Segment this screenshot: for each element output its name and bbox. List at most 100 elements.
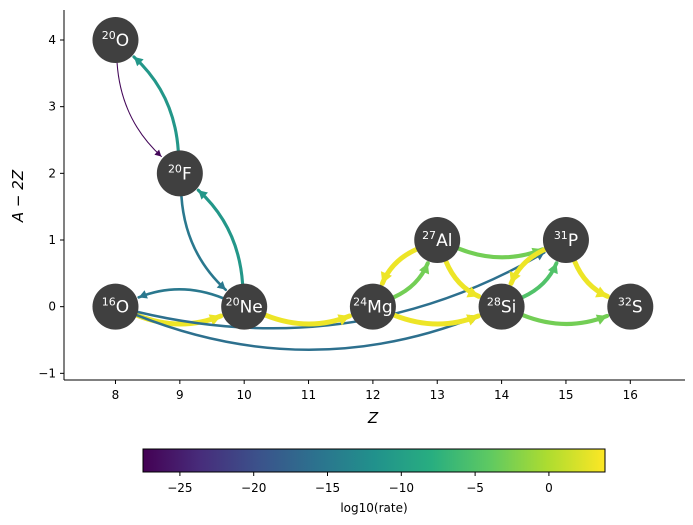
nuclide-circle <box>607 283 654 330</box>
nuclide-mass-number: 24 <box>353 296 367 309</box>
nuclide-node-al27: 27Al <box>414 217 461 263</box>
reaction-arrowhead <box>138 290 148 299</box>
nuclide-label: 20F <box>168 162 192 184</box>
nuclide-label: 31P <box>554 229 578 251</box>
x-tick-label: 15 <box>558 388 573 402</box>
nuclide-mass-number: 20 <box>102 29 116 42</box>
reaction-link <box>263 312 353 327</box>
colorbar-tick-label: −25 <box>167 481 192 495</box>
nuclide-element-symbol: O <box>116 298 129 318</box>
axes <box>63 10 685 381</box>
x-ticks: 8 9 10 11 12 13 14 15 16 <box>112 380 638 402</box>
nuclide-label: 20O <box>102 29 129 51</box>
x-tick-label: 9 <box>176 388 184 402</box>
y-tick-label: 1 <box>48 233 56 247</box>
reaction-arrowhead <box>154 149 162 157</box>
colorbar-tick-label: −5 <box>466 481 484 495</box>
nuclide-mass-number: 20 <box>168 162 182 175</box>
nuclide-circle <box>542 217 589 263</box>
reaction-link <box>196 188 245 286</box>
nuclide-node-p31: 31P <box>542 217 589 263</box>
colorbar-gradient <box>142 448 606 473</box>
reaction-arrowhead <box>198 190 208 200</box>
nuclide-element-symbol: Si <box>501 298 517 318</box>
y-tick-label: 0 <box>48 300 56 314</box>
y-tick-label: 3 <box>48 100 56 114</box>
reaction-arrowhead <box>547 263 558 275</box>
reaction-arrowhead <box>466 286 479 298</box>
reaction-arrowhead <box>595 286 608 298</box>
colorbar-tick-label: −20 <box>241 481 266 495</box>
nuclide-label: 32S <box>618 296 643 318</box>
nuclide-mass-number: 32 <box>618 296 632 309</box>
nuclide-element-symbol: S <box>632 298 643 318</box>
nuclide-element-symbol: Mg <box>367 298 392 318</box>
nuclide-element-symbol: P <box>568 231 578 251</box>
reaction-arrowhead <box>466 314 479 326</box>
colorbar-tick-label: −15 <box>315 481 340 495</box>
reaction-link <box>116 62 162 157</box>
nuclide-element-symbol: Al <box>436 231 452 251</box>
colorbar: −25 −20 −15 −10 −5 0 log10(rate) <box>142 448 606 515</box>
nuclide-circle <box>92 17 139 63</box>
nuclide-node-ne20: 20Ne <box>221 283 268 330</box>
nuclide-circle <box>92 283 139 330</box>
reaction-arrowhead <box>380 271 392 284</box>
x-tick-label: 13 <box>430 388 445 402</box>
y-tick-label: 4 <box>48 33 56 47</box>
nuclide-mass-number: 28 <box>487 296 501 309</box>
nuclide-element-symbol: O <box>116 31 129 51</box>
nuclide-node-s32: 32S <box>607 283 654 330</box>
nuclide-circle <box>221 283 268 330</box>
nuclide-node-f20: 20F <box>156 150 203 197</box>
reaction-arrowhead <box>216 281 226 290</box>
reaction-link <box>180 194 228 292</box>
x-axis-title: Z <box>367 409 379 427</box>
reaction-link <box>137 288 225 300</box>
nuclide-mass-number: 31 <box>554 229 568 242</box>
nuclide-mass-number: 27 <box>422 229 436 242</box>
y-tick-label: −1 <box>38 366 56 380</box>
x-tick-label: 8 <box>112 388 120 402</box>
nuclide-label: 24Mg <box>353 296 392 318</box>
y-axis-title: A − 2Z <box>9 169 27 223</box>
reaction-link <box>136 251 546 330</box>
nuclide-node-o20: 20O <box>92 17 139 63</box>
reaction-arrowhead <box>595 314 608 325</box>
nuclide-element-symbol: Ne <box>240 298 263 318</box>
nuclide-circle <box>156 150 203 197</box>
nuclide-mass-number: 20 <box>226 296 240 309</box>
colorbar-tick-label: −10 <box>389 481 414 495</box>
x-tick-label: 16 <box>623 388 638 402</box>
nuclide-circle <box>349 283 396 330</box>
reaction-link <box>135 313 480 351</box>
reaction-links <box>116 55 610 351</box>
nuclide-label: 27Al <box>422 229 452 251</box>
nuclide-element-symbol: F <box>182 164 192 184</box>
nuclide-circle <box>414 217 461 263</box>
colorbar-ticks: −25 −20 −15 −10 −5 0 <box>167 472 553 495</box>
x-tick-label: 14 <box>494 388 509 402</box>
reaction-arrowhead <box>509 271 521 284</box>
nuclide-node-mg24: 24Mg <box>349 283 396 330</box>
x-tick-label: 12 <box>365 388 380 402</box>
y-tick-label: 2 <box>48 166 56 180</box>
nuclide-label: 28Si <box>487 296 517 318</box>
reaction-link <box>391 312 481 327</box>
colorbar-tick-label: 0 <box>545 481 553 495</box>
y-ticks: −1 0 1 2 3 4 <box>38 33 64 380</box>
nuclide-mass-number: 16 <box>102 296 116 309</box>
nuclide-circle <box>478 283 525 330</box>
x-tick-label: 10 <box>237 388 252 402</box>
reaction-link <box>520 313 610 327</box>
reaction-link <box>132 55 180 152</box>
reaction-arrowhead <box>208 314 221 326</box>
reaction-arrowhead <box>337 314 350 326</box>
nuclide-node-o16: 16O <box>92 283 139 330</box>
nuclide-label: 16O <box>102 296 129 318</box>
reaction-arrowhead <box>133 56 144 67</box>
reaction-arrowhead <box>418 263 430 275</box>
colorbar-label: log10(rate) <box>340 501 407 515</box>
